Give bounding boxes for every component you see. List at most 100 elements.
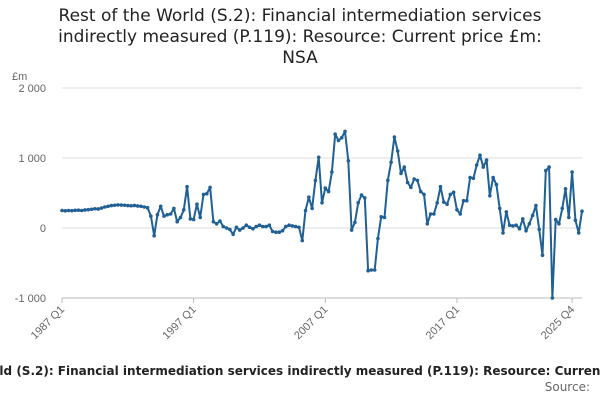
data-point[interactable] [412, 177, 416, 181]
data-point[interactable] [471, 176, 476, 181]
data-point[interactable] [257, 223, 262, 227]
data-point[interactable] [366, 268, 370, 273]
data-point[interactable] [264, 224, 268, 229]
data-point[interactable] [343, 129, 347, 134]
data-point[interactable] [517, 226, 522, 231]
data-point[interactable] [372, 268, 377, 272]
data-point[interactable] [185, 184, 189, 189]
data-point[interactable] [369, 268, 374, 272]
data-point[interactable] [205, 191, 209, 196]
data-point[interactable] [441, 200, 446, 204]
data-point[interactable] [260, 224, 265, 229]
data-point[interactable] [303, 208, 308, 213]
data-point[interactable] [494, 182, 499, 187]
data-point[interactable] [465, 198, 469, 203]
data-point[interactable] [234, 225, 239, 230]
data-point[interactable] [126, 203, 130, 208]
data-point[interactable] [251, 226, 255, 231]
data-point[interactable] [323, 186, 328, 190]
data-point[interactable] [553, 217, 558, 222]
data-point[interactable] [244, 223, 249, 227]
data-point[interactable] [270, 229, 275, 234]
data-point[interactable] [247, 225, 252, 230]
data-point[interactable] [570, 170, 574, 174]
data-point[interactable] [428, 212, 433, 216]
data-point[interactable] [168, 212, 173, 216]
data-point[interactable] [484, 158, 489, 162]
data-point[interactable] [76, 208, 81, 212]
data-point[interactable] [228, 227, 232, 232]
data-point[interactable] [316, 155, 321, 160]
data-point[interactable] [112, 203, 117, 208]
data-point[interactable] [511, 224, 515, 228]
data-point[interactable] [514, 223, 518, 227]
data-point[interactable] [290, 224, 295, 228]
data-point[interactable] [60, 208, 64, 213]
data-point[interactable] [135, 204, 140, 208]
data-point[interactable] [201, 192, 206, 197]
data-point[interactable] [122, 203, 127, 208]
data-point[interactable] [402, 165, 407, 169]
data-point[interactable] [300, 238, 305, 243]
data-point[interactable] [458, 212, 463, 216]
data-point[interactable] [218, 219, 222, 223]
data-point[interactable] [389, 160, 393, 164]
data-point[interactable] [576, 231, 581, 235]
data-point[interactable] [376, 236, 380, 241]
data-point[interactable] [425, 222, 430, 226]
data-point[interactable] [432, 212, 436, 216]
data-point[interactable] [293, 224, 298, 229]
data-point[interactable] [63, 209, 68, 213]
data-point[interactable] [224, 226, 229, 230]
data-point[interactable] [139, 204, 143, 209]
data-point[interactable] [102, 205, 107, 209]
data-point[interactable] [172, 206, 176, 211]
data-point[interactable] [83, 208, 87, 212]
data-point[interactable] [162, 214, 166, 218]
data-point[interactable] [119, 203, 124, 207]
data-point[interactable] [188, 217, 193, 221]
data-point[interactable] [221, 224, 226, 229]
data-point[interactable] [129, 203, 133, 208]
data-point[interactable] [313, 178, 318, 183]
data-point[interactable] [563, 187, 568, 191]
data-point[interactable] [405, 180, 410, 185]
data-point[interactable] [267, 223, 272, 227]
data-point[interactable] [356, 201, 361, 205]
data-point[interactable] [504, 210, 509, 214]
data-point[interactable] [320, 201, 324, 205]
data-point[interactable] [93, 206, 97, 211]
data-point[interactable] [231, 232, 235, 237]
data-point[interactable] [448, 192, 453, 197]
data-point[interactable] [66, 208, 71, 213]
data-point[interactable] [330, 170, 334, 174]
data-point[interactable] [116, 203, 120, 207]
data-point[interactable] [497, 206, 502, 211]
data-point[interactable] [155, 212, 160, 217]
data-point[interactable] [537, 227, 542, 232]
data-point[interactable] [214, 222, 219, 226]
data-point[interactable] [70, 208, 74, 213]
data-point[interactable] [379, 215, 384, 219]
data-point[interactable] [550, 296, 555, 300]
data-point[interactable] [283, 224, 288, 229]
data-point[interactable] [501, 231, 505, 235]
data-point[interactable] [438, 184, 443, 189]
data-point[interactable] [524, 229, 528, 233]
data-point[interactable] [580, 209, 584, 213]
data-point[interactable] [520, 217, 525, 221]
data-point[interactable] [297, 225, 301, 230]
data-point[interactable] [208, 185, 212, 190]
data-point[interactable] [395, 149, 400, 153]
data-point[interactable] [362, 196, 367, 200]
data-point[interactable] [241, 226, 245, 230]
data-point[interactable] [422, 192, 426, 197]
data-point[interactable] [530, 213, 535, 218]
data-point[interactable] [392, 135, 397, 139]
data-point[interactable] [481, 165, 486, 169]
data-point[interactable] [491, 175, 495, 180]
data-point[interactable] [527, 222, 532, 226]
data-point[interactable] [178, 215, 183, 220]
data-point[interactable] [307, 195, 311, 199]
data-point[interactable] [547, 165, 551, 169]
